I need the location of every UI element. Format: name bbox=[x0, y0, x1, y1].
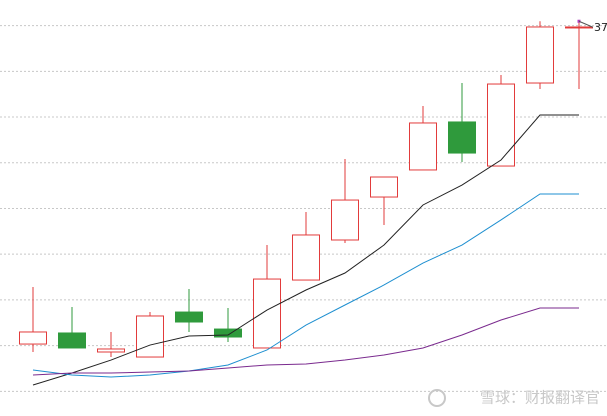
moving-average bbox=[32, 193, 579, 378]
candle-body bbox=[487, 83, 515, 167]
candle-body bbox=[19, 331, 47, 345]
candle-body bbox=[97, 348, 125, 353]
max-label: 3704.77 bbox=[594, 21, 607, 34]
candle-body bbox=[214, 328, 242, 338]
moving-average bbox=[32, 307, 579, 376]
candle-body bbox=[370, 176, 398, 198]
candle-body bbox=[409, 122, 437, 171]
candle-body bbox=[331, 199, 359, 241]
watermark-logo bbox=[428, 389, 446, 407]
candle-body bbox=[526, 26, 554, 84]
candle-body bbox=[253, 278, 281, 349]
max-pointer bbox=[578, 20, 594, 28]
plot: 3704.77 bbox=[0, 19, 607, 392]
candle-body bbox=[292, 234, 320, 281]
candle-body bbox=[565, 26, 593, 29]
candle-body bbox=[136, 315, 164, 358]
candle-body bbox=[58, 332, 86, 349]
moving-average bbox=[32, 114, 579, 386]
watermark: 雪球：财报翻译官 bbox=[480, 389, 600, 407]
candle-body bbox=[175, 311, 203, 323]
candle-body bbox=[448, 121, 476, 154]
